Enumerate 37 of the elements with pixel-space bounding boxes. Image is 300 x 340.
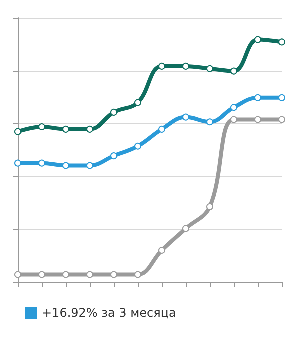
legend-label: +16.92% за 3 месяца	[42, 306, 176, 320]
point	[206, 203, 214, 210]
point	[158, 126, 166, 133]
point	[14, 271, 22, 278]
point	[86, 271, 94, 278]
point	[38, 123, 46, 130]
point	[158, 62, 166, 70]
point	[206, 65, 214, 72]
point	[110, 108, 118, 116]
point	[182, 225, 190, 232]
point	[230, 104, 238, 112]
point	[134, 142, 142, 150]
point	[62, 126, 70, 133]
point	[134, 271, 142, 278]
point	[110, 152, 118, 160]
point	[110, 271, 118, 278]
point	[230, 68, 238, 75]
point	[38, 271, 46, 278]
point	[182, 62, 190, 70]
point	[230, 116, 238, 124]
point	[182, 114, 190, 121]
point	[206, 118, 214, 126]
point	[158, 247, 166, 254]
point	[86, 162, 94, 170]
point	[14, 128, 22, 136]
point	[38, 160, 46, 167]
point	[278, 38, 286, 46]
point	[86, 126, 94, 133]
point	[254, 116, 262, 124]
point	[254, 94, 262, 102]
point	[278, 116, 286, 124]
point	[62, 162, 70, 170]
point	[134, 99, 142, 106]
point	[254, 36, 262, 44]
point	[278, 94, 286, 102]
point	[14, 160, 22, 167]
point	[62, 271, 70, 278]
